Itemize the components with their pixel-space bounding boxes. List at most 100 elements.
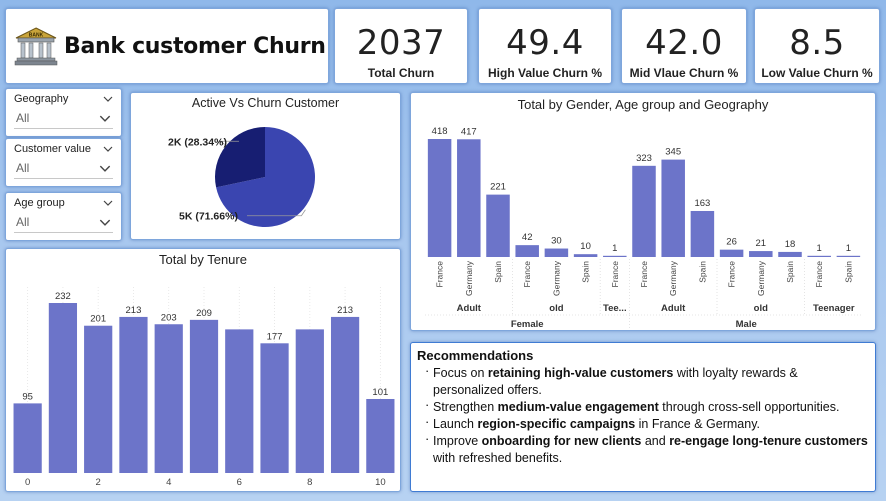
- gender-data-label: 30: [551, 236, 562, 247]
- tenure-tick-label: 10: [375, 477, 386, 488]
- kpi-value: 42.0: [645, 23, 723, 63]
- gender-data-label: 21: [756, 238, 767, 249]
- gender-geo-tick-label: Germany: [551, 260, 561, 296]
- tenure-bar: [295, 329, 324, 473]
- chevron-down-icon[interactable]: [99, 165, 111, 172]
- slicer-value: All: [16, 215, 30, 229]
- gender-data-label: 221: [490, 182, 506, 193]
- gender-data-label: 18: [785, 239, 796, 250]
- recommendations-card: Recommendations Focus on retaining high-…: [410, 342, 876, 492]
- recommendations-list: Focus on retaining high-value customers …: [417, 362, 869, 467]
- tenure-bar: [260, 343, 289, 473]
- gender-age-group-label: Adult: [661, 303, 686, 314]
- kpi-value: 2037: [356, 23, 446, 63]
- gender-data-label: 1: [612, 243, 617, 254]
- tenure-data-label: 213: [126, 305, 142, 316]
- pie-label-active: 5K (71.66%): [179, 211, 238, 223]
- tenure-bar: [84, 325, 113, 473]
- gender-geo-tick-label: Germany: [668, 260, 678, 296]
- gender-age-group-label: Teenager: [813, 303, 855, 314]
- kpi-high-value-churn: 49.4 High Value Churn %: [478, 8, 612, 84]
- tenure-tick-label: 8: [307, 477, 312, 488]
- gender-geo-tick-label: France: [814, 261, 824, 288]
- gender-geo-tick-label: France: [639, 261, 649, 288]
- gender-bar: [603, 255, 627, 257]
- gender-bar: [573, 254, 598, 257]
- tenure-bar: [225, 329, 254, 473]
- gender-bar: [457, 139, 481, 257]
- slicer-age-group[interactable]: Age group All: [5, 192, 122, 241]
- slicer-title: Age group: [14, 197, 65, 209]
- gender-bar: [836, 255, 861, 257]
- gender-geo-tick-label: France: [727, 261, 737, 288]
- gender-geo-tick-label: France: [522, 261, 532, 288]
- gender-data-label: 345: [665, 147, 681, 158]
- gender-chart-card: Total by Gender, Age group and Geography…: [410, 92, 876, 345]
- gender-bar: [719, 249, 744, 257]
- slicer-value: All: [16, 111, 30, 125]
- gender-gender-label: Female: [511, 319, 544, 328]
- slicer-title: Geography: [14, 93, 69, 105]
- gender-data-label: 418: [432, 126, 448, 137]
- slicer-header[interactable]: Geography: [14, 93, 113, 105]
- gender-geo-tick-label: France: [435, 261, 445, 288]
- tenure-bar: [189, 319, 219, 473]
- chevron-down-icon[interactable]: [99, 219, 111, 226]
- chevron-down-icon[interactable]: [103, 96, 113, 102]
- slicer-geography[interactable]: Geography All: [5, 88, 122, 137]
- gender-bar: [544, 248, 569, 257]
- gender-data-label: 1: [817, 243, 822, 254]
- kpi-label: High Value Churn %: [487, 66, 602, 80]
- tenure-data-label: 177: [267, 331, 283, 342]
- gender-age-group-label: old: [549, 303, 563, 314]
- chevron-down-icon[interactable]: [103, 200, 113, 206]
- title-card: BANK Bank customer Churn: [5, 8, 329, 84]
- slicer-header[interactable]: Age group: [14, 197, 113, 209]
- kpi-value: 8.5: [789, 23, 845, 63]
- slicer-dropdown[interactable]: All: [14, 109, 113, 129]
- tenure-data-label: 213: [337, 305, 353, 316]
- tenure-bar: [119, 316, 148, 473]
- kpi-mid-value-churn: 42.0 Mid Vlaue Churn %: [621, 8, 747, 84]
- gender-age-group-label: old: [754, 303, 768, 314]
- chevron-down-icon[interactable]: [99, 115, 111, 122]
- slicer-header[interactable]: Customer value: [14, 143, 113, 155]
- gender-geo-tick-label: Spain: [697, 261, 707, 283]
- tenure-tick-label: 2: [96, 477, 101, 488]
- tenure-chart-card: Total by Tenure 95 232 201 213 203 209 177 213 1…: [5, 248, 401, 500]
- tenure-data-label: 209: [196, 308, 212, 319]
- page-title: Bank customer Churn: [64, 33, 326, 59]
- gender-bar: [690, 210, 715, 257]
- gender-chart-title: Total by Gender, Age group and Geography: [517, 97, 769, 112]
- tenure-data-label: 201: [90, 314, 106, 325]
- pie-label-churn: 2K (28.34%): [168, 136, 227, 148]
- kpi-label: Total Churn: [367, 66, 435, 80]
- pie-chart-card: Active Vs Churn Customer 2K (28.34%) 5K (…: [130, 92, 401, 240]
- tenure-data-label: 203: [161, 312, 177, 323]
- gender-geo-tick-label: Germany: [756, 260, 766, 296]
- gender-gender-label: Male: [736, 319, 757, 328]
- gender-geo-tick-label: Spain: [581, 261, 591, 283]
- bank-logo-text: BANK: [29, 33, 44, 39]
- kpi-value: 49.4: [506, 23, 584, 63]
- slicer-dropdown[interactable]: All: [14, 213, 113, 233]
- gender-age-geo-bar-chart: 418 France 417 Germany 221 Spain 42 France 30 Ger…: [425, 126, 863, 345]
- gender-data-label: 10: [580, 241, 591, 252]
- kpi-low-value-churn: 8.5 Low Value Churn %: [754, 8, 880, 84]
- gender-geo-tick-label: Spain: [785, 261, 795, 283]
- pie-slice-churn: [215, 127, 265, 188]
- pie-slice-active: [216, 127, 315, 227]
- slicer-dropdown[interactable]: All: [14, 159, 113, 179]
- list-item: Improve onboarding for new clients and r…: [417, 430, 869, 467]
- slicer-customer-value[interactable]: Customer value All: [5, 138, 122, 187]
- gender-geo-tick-label: Spain: [843, 261, 853, 283]
- gender-bar: [427, 139, 452, 257]
- gender-data-label: 323: [636, 153, 652, 164]
- gender-bar: [661, 159, 685, 257]
- recommendations-title: Recommendations: [417, 348, 534, 363]
- gender-bar: [486, 194, 510, 257]
- tenure-bar: [13, 403, 42, 473]
- gender-data-label: 26: [726, 237, 737, 248]
- gender-geo-tick-label: Spain: [493, 261, 503, 283]
- chevron-down-icon[interactable]: [103, 146, 113, 152]
